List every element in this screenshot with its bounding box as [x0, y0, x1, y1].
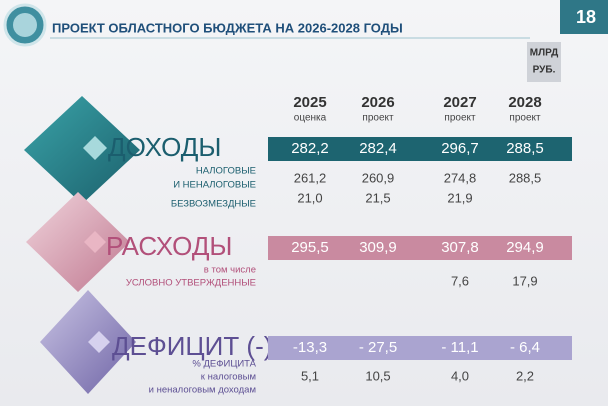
row-value: 4,0: [451, 368, 469, 383]
row-value: 260,9: [362, 170, 395, 185]
total-value: 296,7: [441, 140, 479, 157]
column-note: проект: [444, 113, 476, 124]
logo-inner: [13, 13, 37, 37]
page-badge: [560, 0, 608, 34]
row-value: 288,5: [509, 170, 542, 185]
diamond-small: [83, 136, 107, 160]
diamond-small: [88, 331, 110, 353]
row-label: и неналоговым доходам: [149, 385, 256, 396]
column-year: 2025: [293, 94, 326, 111]
column-year: 2027: [443, 94, 476, 111]
row-label: в том числе: [204, 265, 256, 276]
total-bar: [268, 236, 572, 260]
diamond-small: [84, 231, 106, 253]
row-label: к налоговым: [201, 372, 256, 383]
section-name: ДЕФИЦИТ (-): [112, 331, 272, 361]
row-value: 21,0: [297, 190, 322, 205]
row-value: 2,2: [516, 368, 534, 383]
column-year: 2026: [361, 94, 394, 111]
row-value: 17,9: [512, 273, 537, 288]
row-value: 274,8: [444, 170, 477, 185]
row-value: 7,6: [451, 273, 469, 288]
row-value: 21,5: [365, 190, 390, 205]
row-value: 21,9: [447, 190, 472, 205]
column-note: проект: [362, 113, 394, 124]
row-label: % ДЕФИЦИТА: [192, 359, 256, 370]
total-value: 282,4: [359, 140, 397, 157]
diamond: [26, 192, 130, 292]
unit: МЛРД: [530, 48, 559, 59]
total-value: 295,5: [291, 239, 329, 256]
total-bar: [268, 336, 572, 360]
row-value: 10,5: [365, 368, 390, 383]
total-value: 294,9: [506, 239, 544, 256]
column-note: проект: [509, 113, 541, 124]
total-bar: [268, 137, 572, 161]
total-value: 307,8: [441, 239, 479, 256]
row-label: УСЛОВНО УТВЕРЖДЕННЫЕ: [126, 278, 256, 289]
total-value: 288,5: [506, 140, 544, 157]
title: ПРОЕКТ ОБЛАСТНОГО БЮДЖЕТА НА 2026-2028 Г…: [52, 20, 403, 35]
unit: РУБ.: [533, 65, 556, 76]
diamond: [24, 96, 140, 204]
total-value: 309,9: [359, 239, 397, 256]
total-value: - 27,5: [359, 339, 397, 356]
row-label: НАЛОГОВЫЕ: [196, 166, 256, 177]
row-value: 5,1: [301, 368, 319, 383]
total-value: - 6,4: [510, 339, 540, 356]
row-label: И НЕНАЛОГОВЫЕ: [173, 180, 256, 191]
section-name: ДОХОДЫ: [108, 132, 221, 162]
column-year: 2028: [508, 94, 541, 111]
column-note: оценка: [294, 113, 327, 124]
total-value: -13,3: [293, 339, 327, 356]
row-value: 261,2: [294, 170, 327, 185]
page-number: 18: [576, 7, 596, 27]
total-value: 282,2: [291, 140, 329, 157]
row-label: БЕЗВОЗМЕЗДНЫЕ: [171, 199, 256, 210]
unit-box: [527, 42, 561, 82]
section-name: РАСХОДЫ: [106, 231, 232, 261]
total-value: - 11,1: [441, 339, 478, 356]
